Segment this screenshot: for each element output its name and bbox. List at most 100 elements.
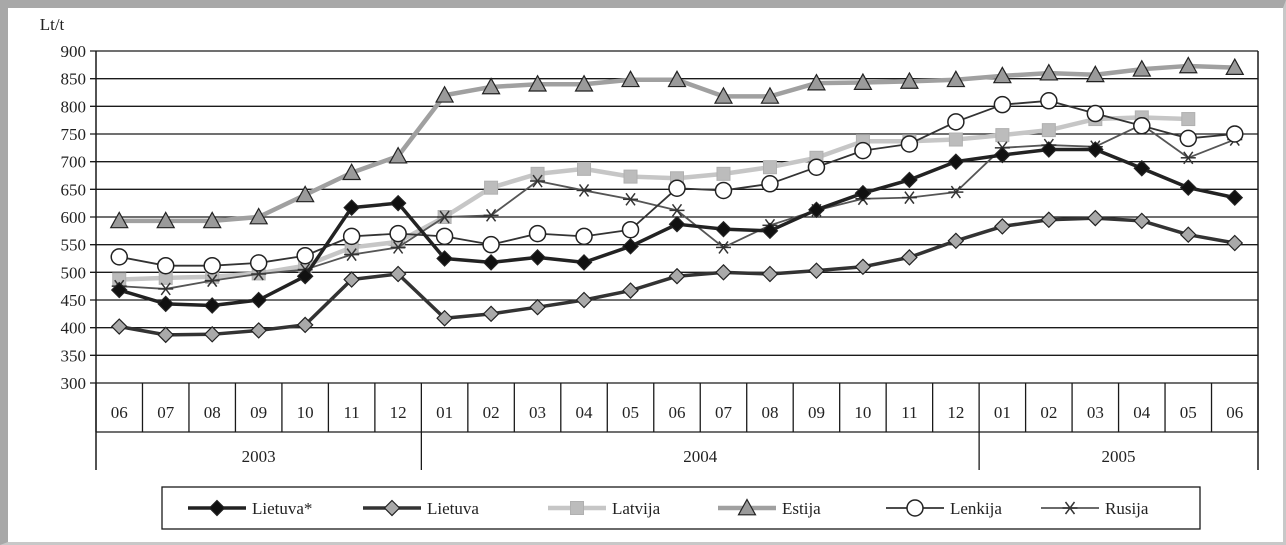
- marker-shape: [1181, 112, 1196, 127]
- data-point: [1040, 211, 1058, 229]
- marker-shape: [992, 66, 1012, 84]
- data-point: [668, 179, 686, 197]
- marker-shape: [668, 179, 686, 197]
- y-axis-ticks: 300 350 400 450 500 550 600 650 700 750 800 850 900: [61, 42, 87, 393]
- x-tick-label: 05: [1180, 403, 1197, 422]
- marker-shape: [435, 227, 454, 246]
- data-point: [808, 262, 825, 280]
- data-point: [621, 70, 641, 88]
- data-point: [853, 72, 873, 90]
- marker-shape: [436, 309, 453, 327]
- data-point: [342, 227, 361, 246]
- data-point: [530, 166, 545, 181]
- data-point: [1040, 141, 1058, 158]
- marker-shape: [482, 305, 500, 323]
- y-tick-label: 800: [61, 97, 87, 116]
- data-point: [1180, 151, 1196, 165]
- data-point: [528, 74, 548, 92]
- data-point: [576, 183, 592, 197]
- y-tick-label: 300: [61, 374, 87, 393]
- data-point: [1086, 141, 1104, 158]
- data-point: [623, 192, 639, 206]
- data-point: [760, 86, 780, 104]
- x-tick-label: 12: [390, 403, 407, 422]
- marker-shape: [995, 128, 1010, 143]
- data-point: [389, 224, 407, 243]
- data-point: [157, 326, 175, 344]
- marker-shape: [295, 185, 315, 203]
- marker-shape: [1179, 129, 1198, 148]
- x-tick-label: 11: [343, 403, 359, 422]
- marker-stroke: [625, 192, 636, 206]
- data-point: [203, 256, 221, 275]
- data-point: [110, 281, 128, 299]
- legend: Lietuva* Lietuva Latvija Estija Lenkija Rusij…: [161, 486, 1201, 530]
- data-point: [806, 73, 826, 91]
- data-point: [1086, 104, 1105, 123]
- data-point: [1226, 125, 1244, 143]
- data-point: [295, 185, 315, 203]
- legend-box: [161, 486, 1201, 530]
- data-point: [483, 208, 499, 222]
- marker-shape: [110, 248, 128, 266]
- data-point: [762, 160, 777, 175]
- marker-shape: [109, 211, 129, 229]
- data-point: [577, 161, 592, 176]
- x-tick-label: 03: [529, 403, 546, 422]
- data-point: [203, 325, 221, 343]
- data-point: [436, 309, 453, 327]
- y-tick-label: 350: [61, 346, 87, 365]
- legend-label: Lietuva*: [252, 499, 312, 518]
- marker-shape: [948, 132, 963, 147]
- data-point: [947, 232, 965, 250]
- data-point: [993, 95, 1012, 114]
- data-point: [481, 77, 501, 95]
- y-tick-label: 850: [61, 70, 87, 89]
- marker-shape: [621, 220, 640, 239]
- x-tick-label: 04: [576, 403, 594, 422]
- x-tick-label: 09: [808, 403, 825, 422]
- x-tick-label: 12: [947, 403, 964, 422]
- marker-shape: [575, 254, 593, 271]
- series-Lietuva: [110, 209, 1244, 344]
- marker-shape: [343, 271, 360, 288]
- marker-stroke: [718, 240, 729, 254]
- marker-shape: [1133, 159, 1151, 177]
- y-tick-label: 700: [61, 153, 87, 172]
- marker-shape: [529, 249, 546, 266]
- marker-shape: [899, 71, 919, 89]
- y-tick-label: 400: [61, 319, 87, 338]
- y-tick-label: 500: [61, 263, 87, 282]
- marker-shape: [1040, 92, 1058, 110]
- data-point: [947, 153, 965, 171]
- marker-shape: [622, 282, 639, 299]
- marker-shape: [208, 499, 226, 517]
- marker-shape: [737, 498, 757, 516]
- marker-shape: [621, 70, 641, 88]
- year-label: 2004: [683, 447, 718, 466]
- data-point: [529, 249, 546, 266]
- data-point: [390, 240, 406, 254]
- data-point: [202, 211, 222, 229]
- data-point: [899, 71, 919, 89]
- x-tick-label: 06: [111, 403, 128, 422]
- marker-shape: [994, 146, 1011, 164]
- data-point: [158, 282, 174, 296]
- legend-label: Lietuva: [427, 499, 479, 518]
- marker-shape: [1086, 104, 1105, 123]
- x-tick-label: 01: [994, 403, 1011, 422]
- marker-shape: [1179, 179, 1197, 197]
- marker-stroke: [532, 174, 543, 188]
- marker-shape: [1086, 141, 1104, 158]
- data-point: [389, 194, 407, 212]
- marker-shape: [1039, 63, 1059, 81]
- data-point: [713, 86, 733, 104]
- data-point: [575, 291, 593, 309]
- x-tick-label: 01: [436, 403, 453, 422]
- data-point: [1181, 112, 1196, 127]
- marker-stroke: [950, 185, 961, 199]
- marker-shape: [482, 254, 500, 271]
- data-point: [994, 146, 1011, 164]
- data-point: [1132, 59, 1152, 77]
